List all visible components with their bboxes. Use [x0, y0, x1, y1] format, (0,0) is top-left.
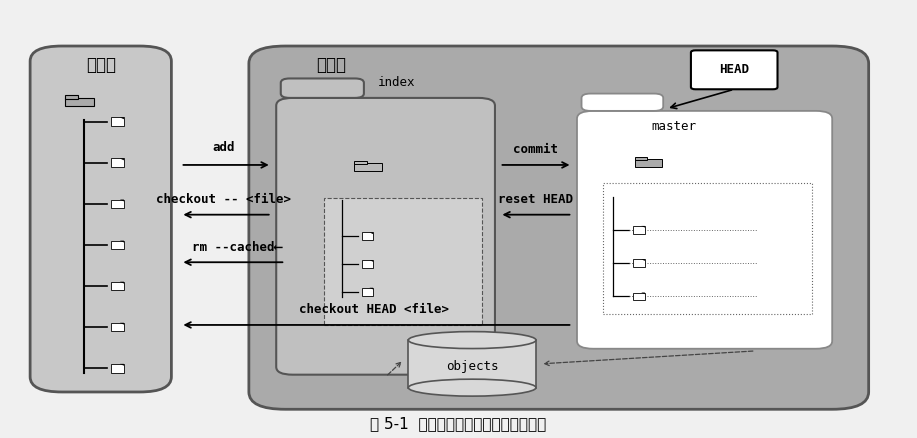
Polygon shape — [641, 226, 645, 228]
Polygon shape — [120, 323, 124, 325]
Bar — [325, 198, 481, 325]
Polygon shape — [120, 200, 124, 201]
Bar — [361, 233, 373, 240]
Bar — [111, 117, 124, 126]
Text: checkout -- <file>: checkout -- <file> — [156, 193, 292, 206]
FancyBboxPatch shape — [30, 46, 171, 392]
Bar — [65, 98, 94, 106]
Text: rm --cached⟵: rm --cached⟵ — [193, 241, 282, 254]
Bar — [111, 200, 124, 208]
Bar — [602, 184, 812, 314]
Bar — [408, 340, 536, 388]
Polygon shape — [370, 233, 373, 234]
Text: 工作区: 工作区 — [86, 57, 116, 74]
Bar — [65, 95, 78, 99]
Polygon shape — [641, 259, 645, 261]
Bar — [354, 163, 381, 171]
FancyBboxPatch shape — [691, 50, 778, 89]
Bar — [354, 161, 367, 164]
Text: objects: objects — [446, 360, 499, 373]
Ellipse shape — [408, 379, 536, 396]
Text: HEAD: HEAD — [719, 64, 749, 76]
FancyBboxPatch shape — [281, 78, 364, 98]
Polygon shape — [370, 288, 373, 290]
Bar — [634, 226, 645, 234]
Text: checkout HEAD <file>: checkout HEAD <file> — [299, 303, 449, 316]
Bar — [634, 259, 645, 267]
Bar — [361, 288, 373, 296]
Bar — [111, 240, 124, 249]
Bar — [111, 364, 124, 372]
Text: master: master — [651, 120, 697, 133]
Bar — [111, 282, 124, 290]
FancyBboxPatch shape — [577, 111, 833, 349]
Text: add: add — [213, 141, 235, 154]
Text: commit: commit — [514, 143, 558, 156]
Bar — [635, 159, 662, 167]
FancyBboxPatch shape — [276, 98, 495, 374]
Bar — [111, 159, 124, 167]
FancyBboxPatch shape — [249, 46, 868, 409]
FancyBboxPatch shape — [581, 94, 663, 111]
Bar — [111, 323, 124, 332]
Polygon shape — [120, 159, 124, 160]
Polygon shape — [120, 240, 124, 243]
Text: index: index — [378, 76, 415, 89]
Text: reset HEAD: reset HEAD — [499, 193, 573, 206]
Polygon shape — [370, 260, 373, 262]
Bar — [634, 293, 645, 300]
Text: 版本库: 版本库 — [315, 57, 346, 74]
Polygon shape — [641, 293, 645, 294]
Bar — [635, 157, 647, 160]
Polygon shape — [120, 364, 124, 366]
Polygon shape — [120, 117, 124, 119]
Ellipse shape — [408, 332, 536, 349]
Bar — [361, 260, 373, 268]
Polygon shape — [120, 282, 124, 284]
Text: 图 5-1  工作区、版本库、暂存区原理图: 图 5-1 工作区、版本库、暂存区原理图 — [370, 416, 547, 431]
